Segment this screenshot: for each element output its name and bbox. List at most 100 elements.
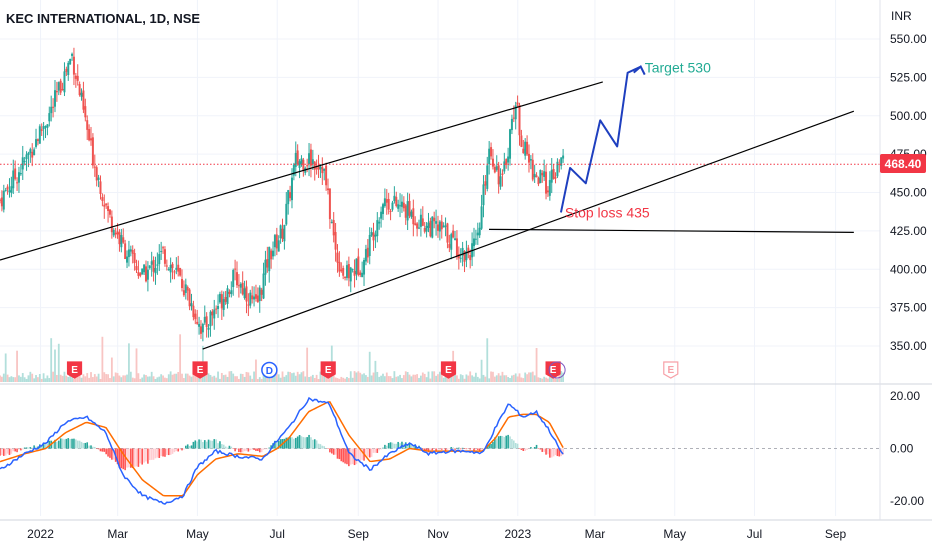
axes-layer: 550.00525.00500.00475.00450.00425.00400.… (0, 0, 932, 541)
candle-body (46, 124, 49, 128)
candle-body (33, 149, 36, 156)
volume-bar (283, 376, 286, 382)
macd-histogram-bar (293, 438, 295, 449)
candle-body (353, 270, 356, 276)
macd-histogram-bar (476, 448, 479, 450)
candle-body (340, 269, 343, 272)
volume-bar (128, 343, 130, 382)
earnings-marker[interactable] (320, 361, 336, 379)
candle-body (44, 126, 47, 128)
volume-bar (97, 373, 100, 382)
earnings-marker[interactable] (440, 361, 457, 379)
volume-bar (535, 348, 538, 382)
forecast-path[interactable] (559, 65, 642, 213)
earnings-marker[interactable] (663, 361, 679, 379)
candle-body (539, 170, 542, 184)
dividend-marker[interactable] (261, 361, 278, 379)
volume-bar (522, 378, 525, 382)
macd-histogram-bar (450, 447, 453, 449)
candle-body (80, 92, 83, 97)
candle-body (319, 166, 322, 170)
candle-body (133, 252, 136, 263)
macd-histogram-bar (232, 448, 235, 449)
volume-bar (338, 378, 341, 382)
volume-bar (541, 378, 544, 382)
macd-histogram-bar (368, 448, 371, 458)
candle-body (105, 203, 108, 206)
macd-histogram-bar (357, 448, 360, 462)
volume-bar (435, 375, 437, 382)
macd-histogram-bar (183, 448, 185, 450)
macd-histogram-bar (118, 448, 121, 468)
volume-bar (383, 376, 386, 382)
candle-body (429, 220, 432, 237)
candle-body (235, 272, 238, 286)
volume-bar (336, 378, 339, 382)
volume-bar (418, 377, 420, 382)
upper-trendline[interactable] (0, 81, 603, 261)
candle-body (114, 232, 117, 235)
volume-bar (237, 378, 240, 382)
candle-body (491, 158, 494, 167)
macd-histogram-bar (545, 448, 547, 455)
macd-histogram-bar (423, 448, 426, 450)
macd-histogram-bar (535, 444, 538, 449)
volume-bar (67, 376, 70, 382)
earnings-marker-label: E (197, 365, 204, 376)
macd-histogram-bar (270, 445, 272, 449)
candle-body (488, 148, 491, 165)
macd-histogram-bar (509, 436, 511, 449)
volume-bar (437, 374, 439, 382)
earnings-marker[interactable] (66, 361, 83, 379)
candle-body (455, 238, 458, 257)
earnings-marker[interactable] (192, 361, 208, 379)
candle-body (298, 161, 301, 168)
volume-layer (0, 334, 565, 382)
macd-histogram-bar (539, 448, 542, 450)
candle-body (234, 268, 237, 270)
candle-body (461, 247, 464, 256)
volume-bar (533, 375, 536, 382)
volume-bar (474, 372, 477, 382)
volume-bar (23, 377, 26, 382)
volume-bar (456, 375, 458, 382)
macd-histogram-bar (31, 447, 34, 449)
volume-bar (545, 377, 547, 382)
candle-body (363, 260, 366, 275)
candle-body (124, 243, 127, 260)
macd-histogram-bar (44, 443, 47, 449)
candle-body (550, 169, 553, 183)
macd-histogram-bar (160, 448, 162, 457)
volume-bar (385, 372, 388, 382)
earnings-marker-label: E (445, 365, 452, 376)
stop-loss-line[interactable] (489, 228, 854, 234)
volume-bar (287, 371, 290, 382)
macd-histogram-bar (251, 448, 253, 450)
volume-bar (164, 377, 166, 382)
volume-bar (482, 374, 485, 382)
volume-bar (143, 374, 145, 382)
macd-histogram-bar (505, 435, 508, 449)
macd-histogram-bar (59, 438, 62, 449)
volume-bar (308, 377, 310, 382)
candle-body (381, 204, 384, 215)
volume-bar (35, 375, 37, 382)
candle-body (416, 223, 419, 229)
candle-body (516, 102, 519, 105)
candle-body (0, 199, 1, 201)
volume-bar (387, 376, 390, 382)
candle-body (207, 327, 210, 330)
candle-body (29, 149, 32, 154)
candle-body (112, 229, 115, 236)
candle-body (126, 256, 129, 263)
candle-body (359, 272, 362, 276)
price-tick-label: 375.00 (890, 301, 927, 315)
macd-histogram-bar (8, 448, 11, 455)
candle-body (357, 256, 360, 276)
candle-body (520, 135, 523, 147)
candle-body (88, 129, 91, 141)
earnings-highlight-ring (548, 361, 566, 379)
candle-body (129, 249, 132, 252)
volume-bar (228, 371, 231, 382)
